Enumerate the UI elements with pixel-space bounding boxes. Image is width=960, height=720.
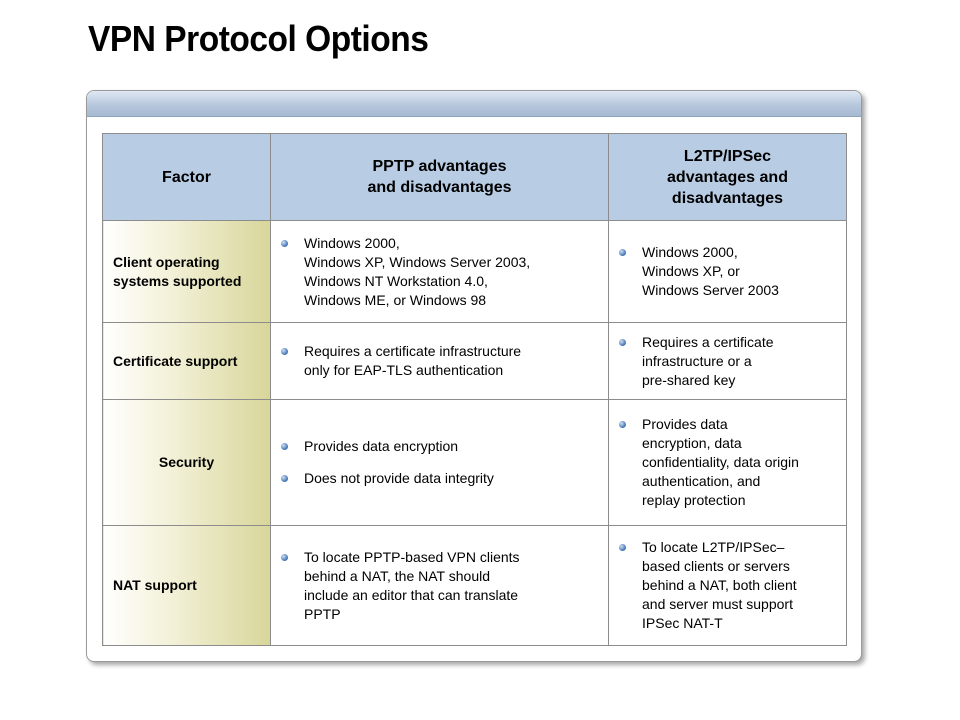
bullet-text: Windows 2000, Windows XP, or Windows Serve… — [642, 244, 779, 298]
pptp-cell: Windows 2000, Windows XP, Windows Server … — [270, 220, 609, 323]
frame-title-bar — [87, 91, 861, 117]
bullet-text: Requires a certificate infrastructure onl… — [304, 343, 522, 378]
factor-cell: Security — [102, 399, 271, 526]
bullet-text: Provides data encryption, data confidentia… — [642, 416, 799, 508]
protocol-table: Factor PPTP advantages and disadvantages … — [102, 133, 847, 646]
bullet-icon — [281, 239, 288, 247]
header-row: Factor PPTP advantages and disadvantages … — [102, 133, 847, 221]
bullet-item: Windows 2000, Windows XP, Windows Server … — [281, 234, 600, 310]
bullet-icon — [281, 443, 288, 450]
l2tp-cell: Provides data encryption, data confidentia… — [608, 399, 847, 526]
header-l2tp: L2TP/IPSec advantages and disadvantages — [608, 133, 847, 221]
table-row: Client operating systems supported Windo… — [102, 220, 847, 323]
bullet-item: Requires a certificate infrastructure or … — [619, 333, 838, 390]
bullet-item: Windows 2000, Windows XP, or Windows Serve… — [619, 243, 838, 300]
l2tp-cell: To locate L2TP/IPSec– based clients or se… — [608, 525, 847, 646]
bullet-icon — [281, 553, 288, 561]
bullet-text: Requires a certificate infrastructure or … — [642, 333, 774, 388]
bullet-text: To locate PPTP-based VPN clients behind a… — [304, 548, 520, 622]
pptp-cell: To locate PPTP-based VPN clients behind a… — [270, 525, 609, 646]
table-row: Certificate support Requires a certifica… — [102, 322, 847, 400]
factor-cell: NAT support — [102, 525, 271, 646]
bullet-icon — [281, 475, 288, 482]
bullet-icon — [619, 544, 626, 551]
bullet-item: To locate L2TP/IPSec– based clients or se… — [619, 538, 838, 633]
header-factor: Factor — [102, 133, 271, 221]
bullet-item: Provides data encryption — [281, 437, 600, 456]
bullet-text: Provides data encryption — [304, 438, 459, 454]
bullet-icon — [619, 249, 626, 256]
header-pptp: PPTP advantages and disadvantages — [270, 133, 609, 221]
bullet-text: Does not provide data integrity — [304, 470, 494, 486]
l2tp-cell: Requires a certificate infrastructure or … — [608, 322, 847, 400]
table-row: NAT support To locate PPTP-based VPN cli… — [102, 525, 847, 646]
bullet-item: Requires a certificate infrastructure onl… — [281, 342, 600, 380]
bullet-icon — [619, 421, 626, 428]
bullet-text: Windows 2000, Windows XP, Windows Server … — [304, 234, 531, 308]
factor-cell: Client operating systems supported — [102, 220, 271, 323]
bullet-icon — [619, 338, 626, 346]
bullet-item: Does not provide data integrity — [281, 469, 600, 488]
factor-cell: Certificate support — [102, 322, 271, 400]
l2tp-cell: Windows 2000, Windows XP, or Windows Serve… — [608, 220, 847, 323]
bullet-text: To locate L2TP/IPSec– based clients or se… — [642, 539, 797, 631]
bullet-icon — [281, 348, 288, 355]
table-row: Security Provides data encryption Does n… — [102, 399, 847, 526]
bullet-item: To locate PPTP-based VPN clients behind a… — [281, 548, 600, 624]
bullet-item: Provides data encryption, data confidentia… — [619, 415, 838, 510]
pptp-cell: Provides data encryption Does not provid… — [270, 399, 609, 526]
pptp-cell: Requires a certificate infrastructure onl… — [270, 322, 609, 400]
page-title: VPN Protocol Options — [88, 18, 429, 59]
